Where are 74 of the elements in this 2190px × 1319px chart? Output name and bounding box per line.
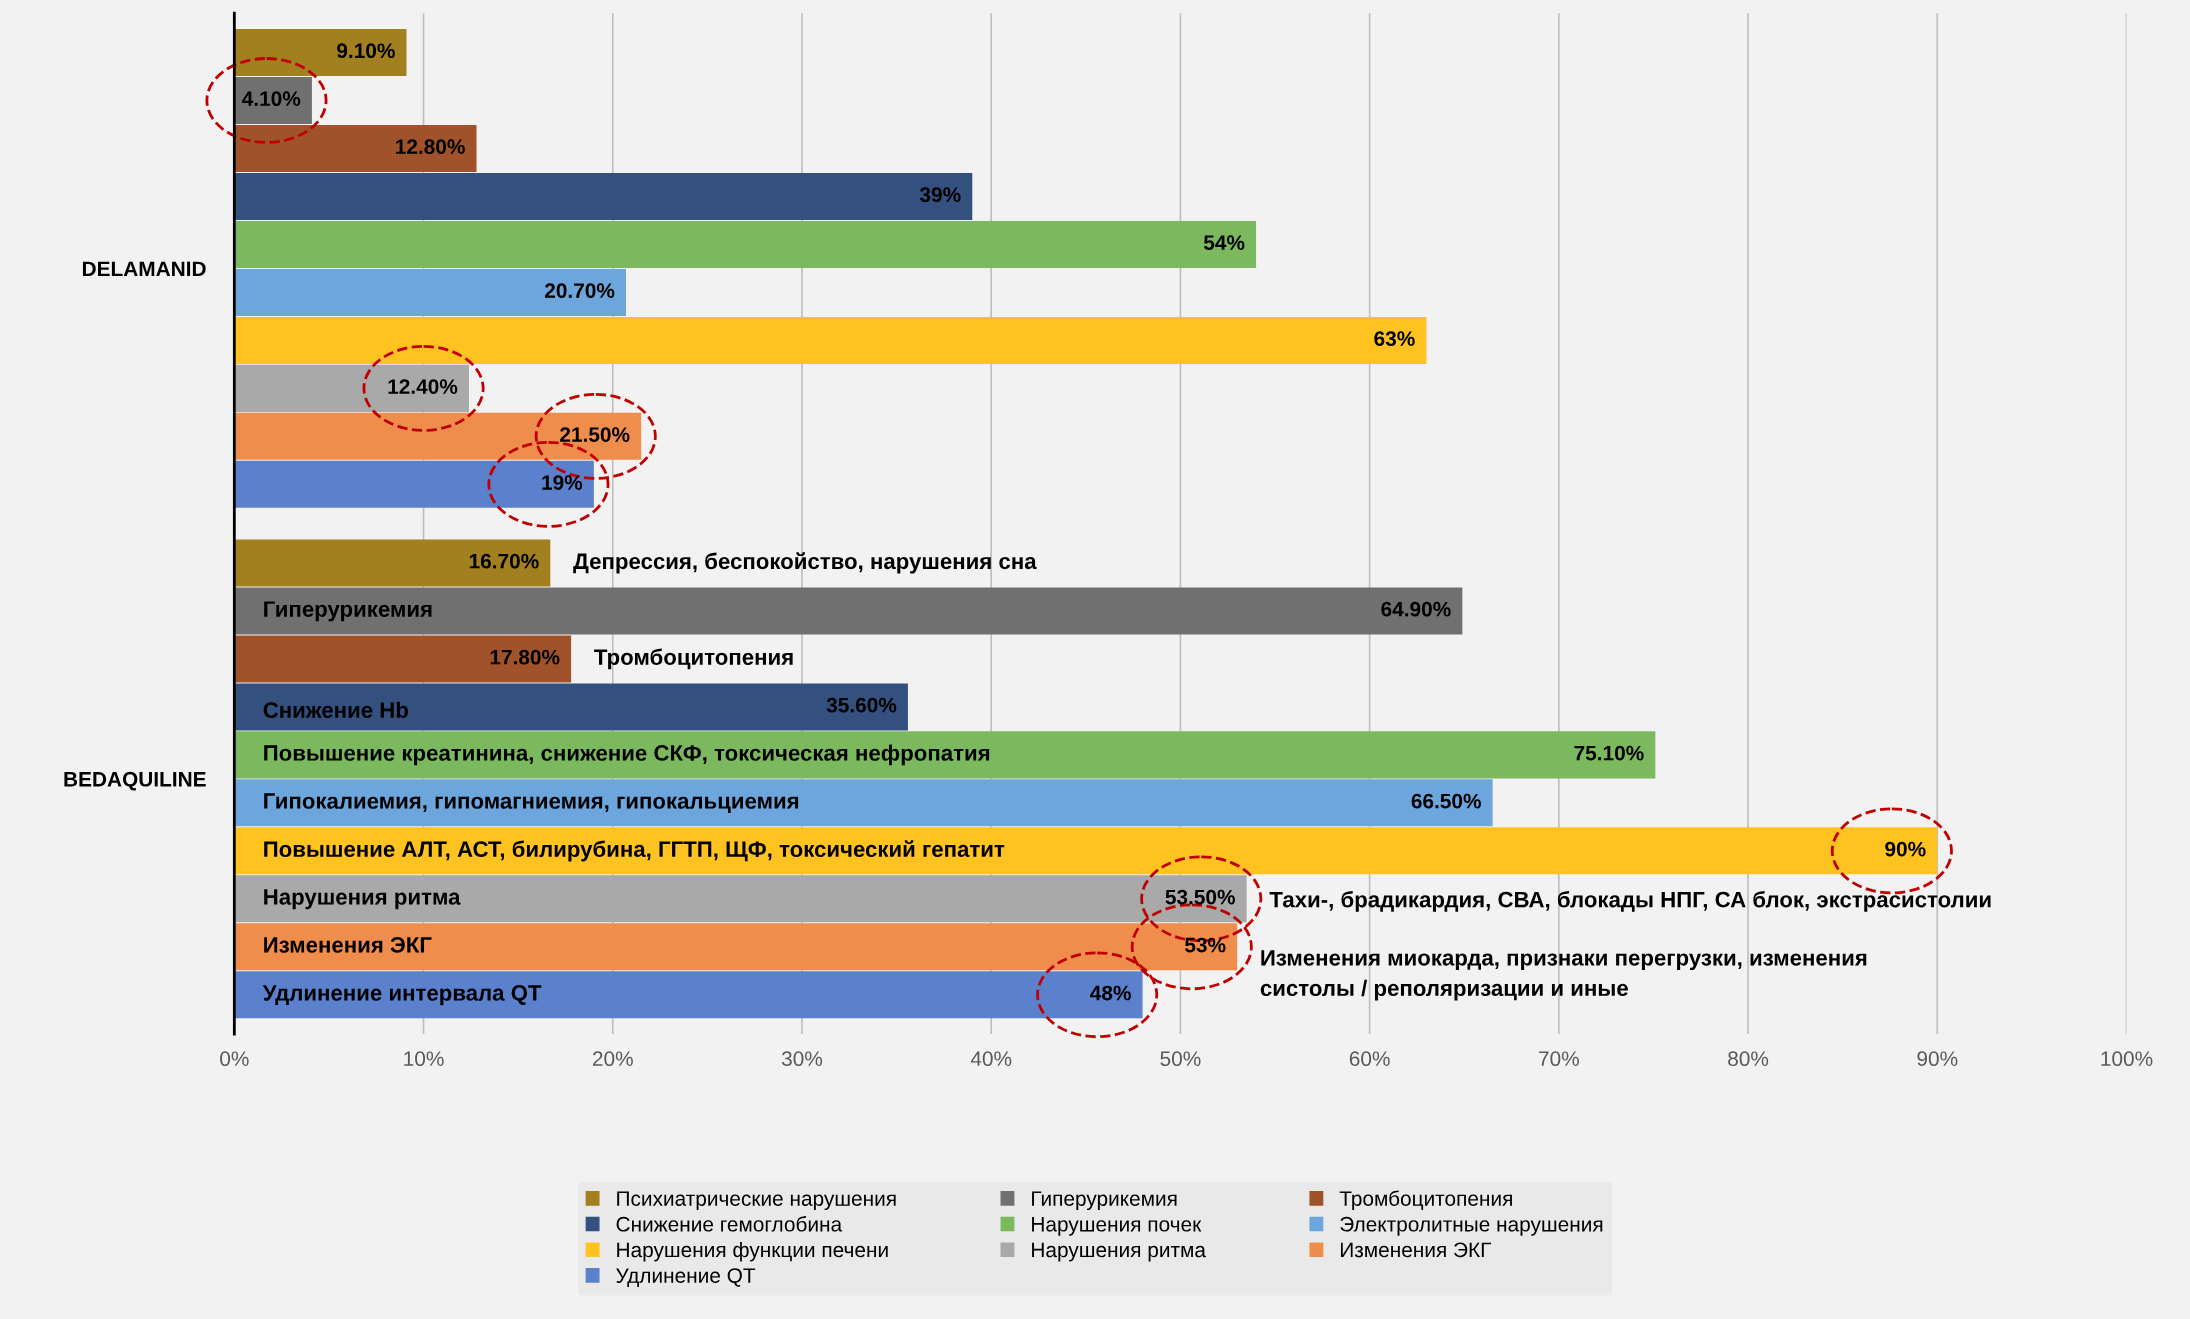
x-tick-label: 20% <box>592 1051 633 1067</box>
bar <box>234 316 1427 364</box>
annotation: Повышение креатинина, снижение СКФ, токсическая нефропатия <box>264 744 990 766</box>
bar <box>234 923 1238 971</box>
x-tick-label: 80% <box>1728 1051 1769 1067</box>
data-label: 19% <box>542 475 583 490</box>
x-tick-label: 40% <box>970 1051 1012 1067</box>
legend-label: Нарушения почек <box>1032 1217 1202 1236</box>
y-tick-label: BEDAQUILINE <box>64 771 206 791</box>
data-label: 17.80% <box>490 649 560 665</box>
legend-label: Снижение гемоглобина <box>616 1216 843 1232</box>
x-tick-label: 50% <box>1160 1051 1201 1067</box>
data-label: 66.50% <box>1411 793 1481 809</box>
bar <box>234 268 627 316</box>
data-label: 16.70% <box>469 553 539 569</box>
bar <box>234 124 477 172</box>
bar <box>234 635 572 683</box>
bar <box>234 28 407 77</box>
data-label: 75.10% <box>1574 745 1644 761</box>
x-tick-label: 0% <box>220 1051 249 1067</box>
data-label: 12.40% <box>388 379 458 394</box>
bar <box>234 172 973 220</box>
data-label: 39% <box>919 187 961 203</box>
data-label: 53.50% <box>1165 889 1235 905</box>
data-label: 90% <box>1885 841 1926 857</box>
bar <box>234 412 642 460</box>
data-label: 54% <box>1203 235 1245 251</box>
y-tick-label: DELAMANID <box>82 261 206 276</box>
annotation: Депрессия, беспокойство, нарушения сна <box>573 552 1037 574</box>
data-label: 48% <box>1090 985 1131 1001</box>
legend-label: Нарушения ритма <box>1032 1242 1206 1262</box>
x-tick-label: 90% <box>1917 1051 1958 1067</box>
data-label: 4.10% <box>242 91 301 107</box>
legend-label: Гиперурикемия <box>1032 1191 1177 1211</box>
legend-label: Изменения ЭКГ <box>1340 1242 1492 1258</box>
bar <box>234 220 1257 268</box>
annotation: Нарушения ритма <box>264 889 461 910</box>
x-tick-label: 100% <box>2101 1051 2153 1067</box>
bar <box>234 364 469 412</box>
annotation: Повышение АЛТ, АСТ, билирубина, ГГТП, ЩФ, токсический гепатит <box>264 840 1005 862</box>
data-label: 53% <box>1185 937 1226 953</box>
data-label: 21.50% <box>560 427 630 442</box>
bar <box>234 587 1463 635</box>
bar <box>234 875 1247 923</box>
legend-label: Психиатрические нарушения <box>617 1191 896 1211</box>
data-label: 12.80% <box>396 139 465 155</box>
data-label: 64.90% <box>1381 601 1451 617</box>
data-label: 63% <box>1374 331 1415 347</box>
annotation: Изменения ЭКГ <box>264 937 432 953</box>
bar <box>234 539 551 587</box>
data-label: 35.60% <box>826 697 897 713</box>
legend-label: Электролитные нарушения <box>1340 1216 1603 1236</box>
annotation: Удлинение интервала QT <box>262 985 542 1006</box>
annotation: Тахи-, брадикардия, СВА, блокады НПГ, СА блок, экстрасистолии <box>1269 890 1991 912</box>
x-tick-label: 60% <box>1349 1051 1390 1067</box>
annotation: Гиперурикемия <box>264 601 432 622</box>
legend-label: Нарушения функции печени <box>617 1241 888 1262</box>
x-tick-label: 70% <box>1539 1051 1579 1067</box>
bar <box>234 827 1938 875</box>
x-tick-label: 10% <box>404 1051 444 1067</box>
data-label: 20.70% <box>544 283 615 298</box>
legend-label: Тромбоцитопения <box>1339 1190 1512 1211</box>
annotation: Снижение Hb <box>263 701 408 718</box>
bar <box>234 460 594 508</box>
x-tick-label: 30% <box>781 1051 823 1067</box>
legend-label: Удлинение QT <box>616 1268 756 1287</box>
bar <box>234 731 1656 779</box>
bar <box>234 971 1143 1019</box>
bar <box>234 779 1493 827</box>
annotation: Изменения миокарда, признаки перегрузки, изменения систолы / реполяризации и иные <box>1260 950 1867 1001</box>
bar <box>234 683 908 731</box>
annotation: Гипокалиемия, гипомагниемия, гипокальциемия <box>264 793 799 814</box>
annotation: Тромбоцитопения <box>594 648 793 670</box>
data-label: 9.10% <box>337 43 395 59</box>
